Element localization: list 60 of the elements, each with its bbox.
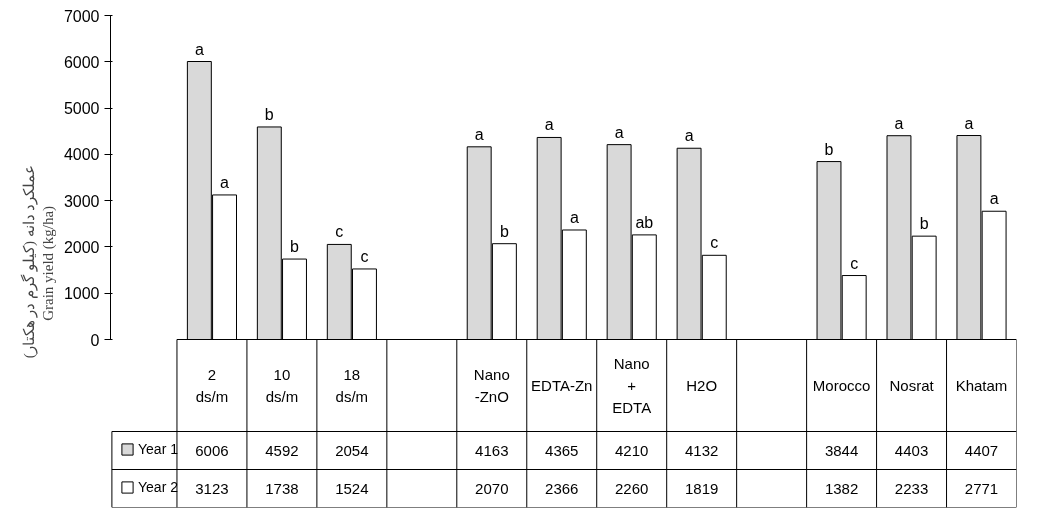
data-label: 2771 — [964, 479, 999, 497]
annotation: a — [544, 116, 554, 134]
data-label: 3844 — [824, 441, 859, 459]
x-tick-label: Nano + EDTA — [612, 354, 652, 417]
data-label: 4407 — [964, 441, 999, 459]
x-tick-label: 18 ds/m — [335, 365, 369, 406]
y-tick-label: 7000 — [63, 7, 100, 25]
annotation: b — [919, 215, 929, 233]
annotation: a — [474, 125, 484, 143]
y-tick-label: 3000 — [63, 192, 100, 210]
y-tick-label: 1000 — [63, 285, 100, 303]
data-label: 2260 — [615, 479, 649, 497]
data-label: 4132 — [684, 441, 719, 459]
annotation: a — [964, 114, 974, 132]
x-tick-label: 2 ds/m — [195, 365, 229, 406]
data-label: 6006 — [195, 441, 229, 459]
annotation: ab — [635, 213, 654, 231]
x-tick-label: EDTA-Zn — [531, 377, 593, 394]
annotation: b — [264, 105, 274, 123]
x-tick-label: Morocco — [812, 377, 871, 394]
annotation: b — [290, 238, 300, 256]
annotation: a — [194, 40, 204, 58]
data-label: 4365 — [545, 441, 579, 459]
data-label: 2054 — [335, 441, 369, 459]
data-label: 2233 — [894, 479, 929, 497]
annotation: a — [614, 123, 624, 141]
annotation: a — [989, 190, 999, 208]
annotation: a — [894, 114, 904, 132]
legend-label: Year 1 — [138, 440, 178, 459]
data-label: 2366 — [545, 479, 579, 497]
x-tick-label: Nosrat — [889, 377, 935, 394]
y-tick-label: 2000 — [63, 238, 100, 256]
annotation: a — [220, 173, 230, 191]
legend-label: Year 2 — [138, 478, 178, 497]
y-tick-label: 6000 — [63, 53, 100, 71]
y-tick-label: 4000 — [63, 146, 100, 164]
annotation: b — [824, 140, 834, 158]
data-label: 2070 — [475, 479, 509, 497]
data-label: 3123 — [195, 479, 229, 497]
data-label: 4403 — [894, 441, 929, 459]
data-label: 1738 — [265, 479, 299, 497]
y-tick-label: 5000 — [63, 100, 100, 118]
y-tick-label: 0 — [90, 331, 100, 349]
annotation: c — [360, 247, 369, 265]
annotation: c — [850, 254, 859, 272]
data-label: 1524 — [335, 479, 369, 497]
data-label: 4210 — [615, 441, 649, 459]
x-tick-label: 10 ds/m — [265, 365, 299, 406]
x-tick-label: Nano -ZnO — [473, 365, 510, 406]
data-label: 1819 — [684, 479, 719, 497]
x-tick-label: H2O — [686, 377, 718, 394]
data-label: 1382 — [824, 479, 859, 497]
annotation: a — [684, 127, 694, 145]
annotation: a — [569, 208, 579, 226]
x-tick-label: Khatam — [955, 377, 1008, 394]
annotation: b — [499, 222, 509, 240]
data-label: 4163 — [475, 441, 509, 459]
data-label: 4592 — [265, 441, 299, 459]
annotation: c — [335, 223, 344, 241]
annotation: c — [710, 234, 719, 252]
